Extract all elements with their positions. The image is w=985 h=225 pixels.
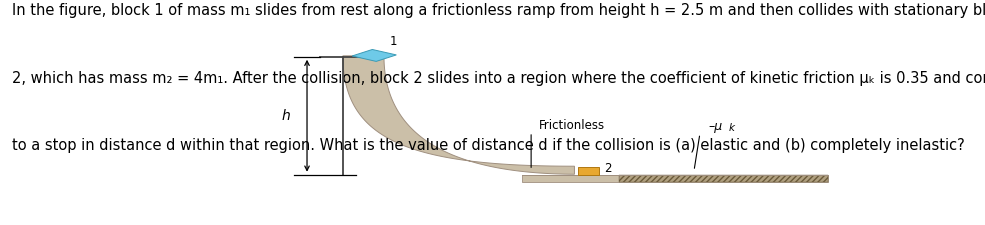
Polygon shape [343, 56, 574, 174]
Bar [353, 50, 396, 61]
Text: 1: 1 [389, 35, 397, 48]
Bar [578, 167, 599, 175]
Text: 2: 2 [605, 162, 612, 176]
Text: 2, which has mass m₂ = 4m₁. After the collision, block 2 slides into a region wh: 2, which has mass m₂ = 4m₁. After the co… [12, 71, 985, 86]
Bar [620, 175, 828, 182]
Bar [522, 175, 620, 182]
Text: In the figure, block 1 of mass m₁ slides from rest along a frictionless ramp fro: In the figure, block 1 of mass m₁ slides… [12, 3, 985, 18]
Text: to a stop in distance d within that region. What is the value of distance d if t: to a stop in distance d within that regi… [12, 138, 964, 153]
Text: Frictionless: Frictionless [539, 119, 605, 132]
Text: h: h [282, 109, 291, 123]
Text: k: k [729, 123, 735, 133]
Text: –μ: –μ [709, 120, 723, 133]
Bar [620, 175, 828, 182]
